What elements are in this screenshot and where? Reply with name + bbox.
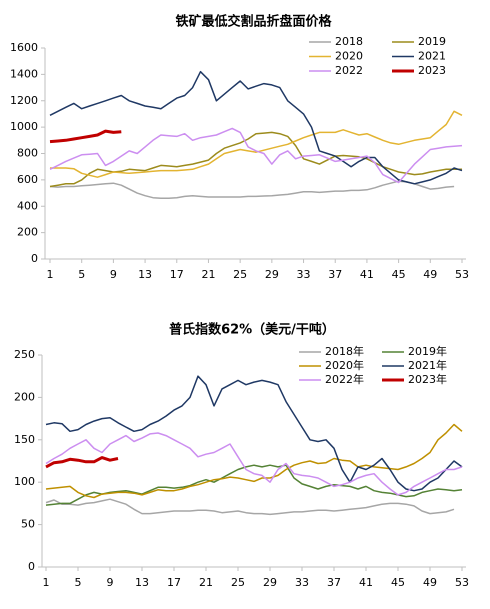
x-tick-label: 33 xyxy=(295,576,309,589)
legend-label: 2021年 xyxy=(408,358,447,372)
chart-title: 普氏指数62%（美元/干吨） xyxy=(169,322,335,338)
series-line xyxy=(45,423,463,499)
x-tick-label: 29 xyxy=(265,268,279,281)
x-tick-label: 5 xyxy=(78,268,85,281)
x-tick-label: 49 xyxy=(423,576,437,589)
y-tick-label: 1200 xyxy=(10,94,38,107)
legend-label: 2019年 xyxy=(408,344,447,358)
y-tick-label: 250 xyxy=(14,348,35,361)
x-tick-label: 37 xyxy=(328,268,342,281)
x-tick-label: 13 xyxy=(138,268,152,281)
chart: 普氏指数62%（美元/干吨） 0 50 100 150 200 250 1 5 9 13 17 21 25… xyxy=(14,322,469,590)
y-tick-label: 1600 xyxy=(10,41,38,54)
x-tick-label: 45 xyxy=(391,576,405,589)
x-tick-label: 53 xyxy=(455,576,469,589)
y-tick-label: 0 xyxy=(28,560,35,573)
x-tick-label: 41 xyxy=(360,268,374,281)
x-tick-label: 13 xyxy=(135,576,149,589)
y-tick-label: 1400 xyxy=(10,67,38,80)
legend-label: 2022 xyxy=(335,64,363,77)
chart: 铁矿最低交割品折盘面价格 0 200 400 600 800 1000 1200 1400 160… xyxy=(10,14,469,282)
legend-label: 2021 xyxy=(418,50,446,63)
series-line xyxy=(50,110,463,178)
y-tick-label: 200 xyxy=(17,226,38,239)
series-line xyxy=(45,375,463,492)
y-tick-label: 600 xyxy=(17,173,38,186)
x-tick-label: 25 xyxy=(233,268,247,281)
x-tick-label: 17 xyxy=(170,268,184,281)
x-tick-label: 5 xyxy=(75,576,82,589)
legend-label: 2022年 xyxy=(325,372,364,386)
x-tick-label: 17 xyxy=(167,576,181,589)
x-tick-label: 21 xyxy=(199,576,213,589)
legend-label: 2018年 xyxy=(325,344,364,358)
y-tick-label: 400 xyxy=(17,199,38,212)
x-tick-label: 9 xyxy=(107,576,114,589)
x-tick-label: 29 xyxy=(263,576,277,589)
legend-label: 2020 xyxy=(335,50,363,63)
legend-label: 2023 xyxy=(418,64,446,77)
series-line xyxy=(49,127,463,184)
x-tick-label: 49 xyxy=(423,268,437,281)
series-line xyxy=(45,432,463,496)
series-line xyxy=(49,180,455,200)
series-line xyxy=(45,456,119,469)
series-line xyxy=(49,131,462,188)
y-tick-label: 200 xyxy=(14,390,35,403)
x-tick-label: 53 xyxy=(455,268,469,281)
legend-label: 2023年 xyxy=(408,372,447,386)
y-tick-label: 1000 xyxy=(10,120,38,133)
x-tick-label: 45 xyxy=(392,268,406,281)
y-tick-label: 50 xyxy=(21,518,35,531)
series-line xyxy=(45,464,463,506)
y-tick-label: 800 xyxy=(17,147,38,160)
x-tick-label: 41 xyxy=(359,576,373,589)
series-line xyxy=(45,498,455,516)
y-tick-label: 100 xyxy=(14,475,35,488)
x-tick-label: 21 xyxy=(201,268,215,281)
x-tick-label: 1 xyxy=(47,268,54,281)
x-tick-label: 33 xyxy=(297,268,311,281)
legend-label: 2018 xyxy=(335,35,363,48)
x-tick-label: 25 xyxy=(231,576,245,589)
series-line xyxy=(49,129,122,144)
series-line xyxy=(49,70,463,185)
x-tick-label: 9 xyxy=(110,268,117,281)
x-tick-label: 37 xyxy=(327,576,341,589)
y-tick-label: 150 xyxy=(14,433,35,446)
legend-label: 2020年 xyxy=(325,358,364,372)
legend-label: 2019 xyxy=(418,35,446,48)
y-tick-label: 0 xyxy=(31,252,38,265)
chart-title: 铁矿最低交割品折盘面价格 xyxy=(174,14,332,30)
x-tick-label: 1 xyxy=(43,576,50,589)
